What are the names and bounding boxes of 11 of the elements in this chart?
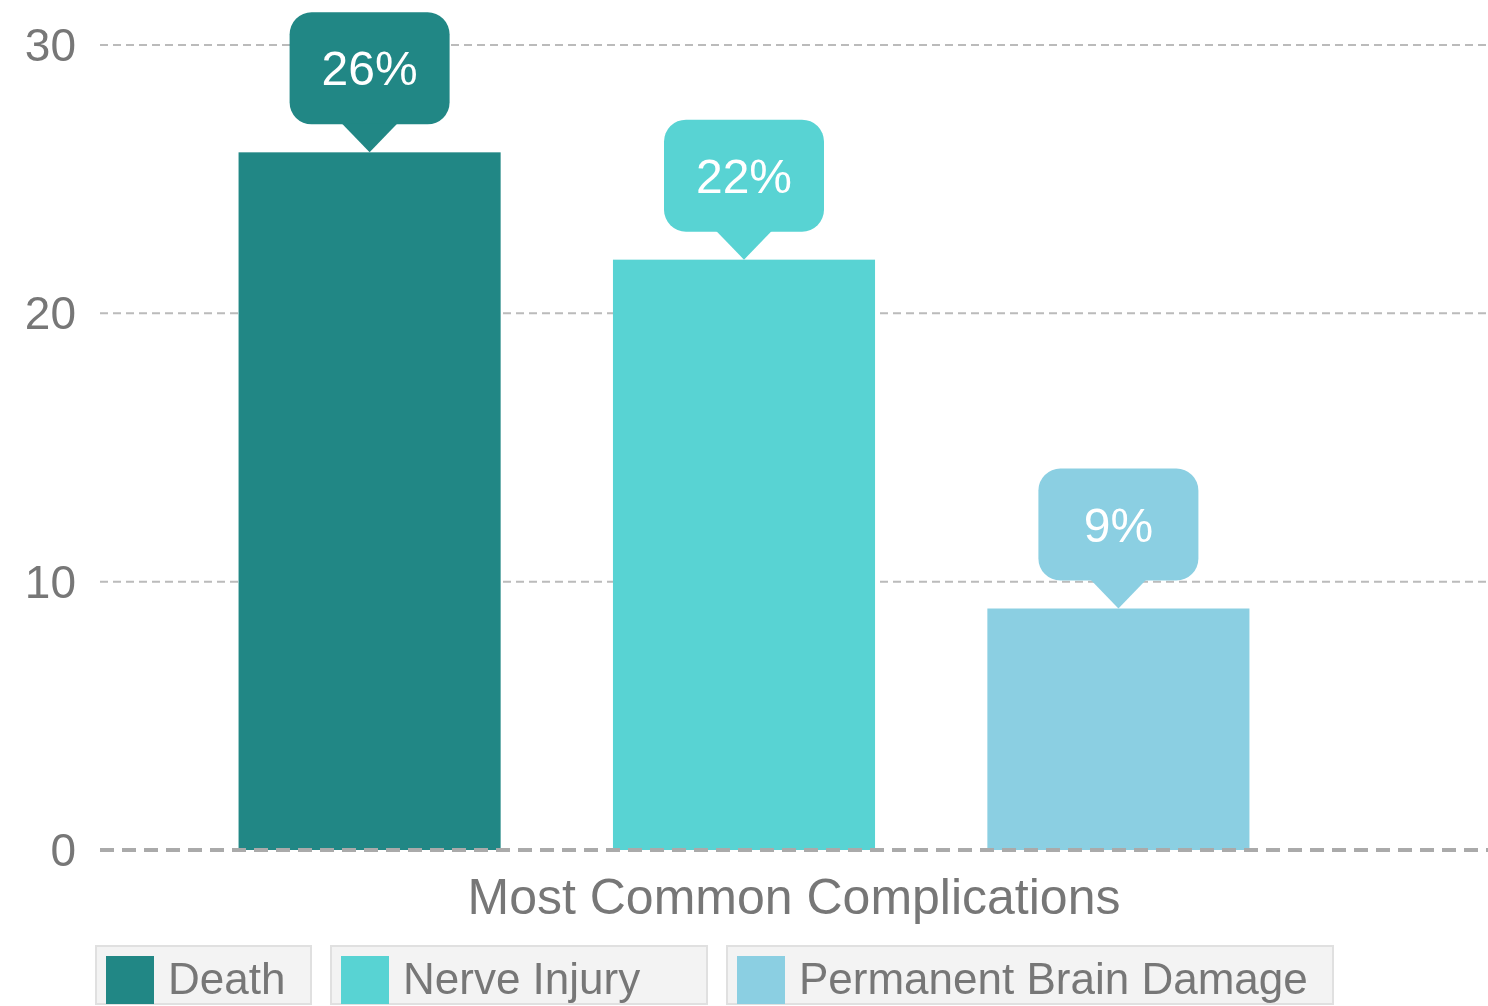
- data-label: 26%: [321, 42, 418, 96]
- y-tick-label: 30: [24, 19, 76, 71]
- legend-label: Death: [168, 954, 286, 1003]
- legend-label: Nerve Injury: [403, 954, 641, 1003]
- y-tick-label: 20: [24, 287, 76, 340]
- y-tick-label: 10: [24, 555, 76, 608]
- data-label: 22%: [695, 149, 793, 203]
- x-tick-label: Most Common Complications: [467, 869, 1121, 925]
- legend-label: Permanent Brain Damage: [799, 954, 1308, 1003]
- y-tick-label: 0: [50, 824, 76, 876]
- data-label: 9%: [1083, 498, 1154, 552]
